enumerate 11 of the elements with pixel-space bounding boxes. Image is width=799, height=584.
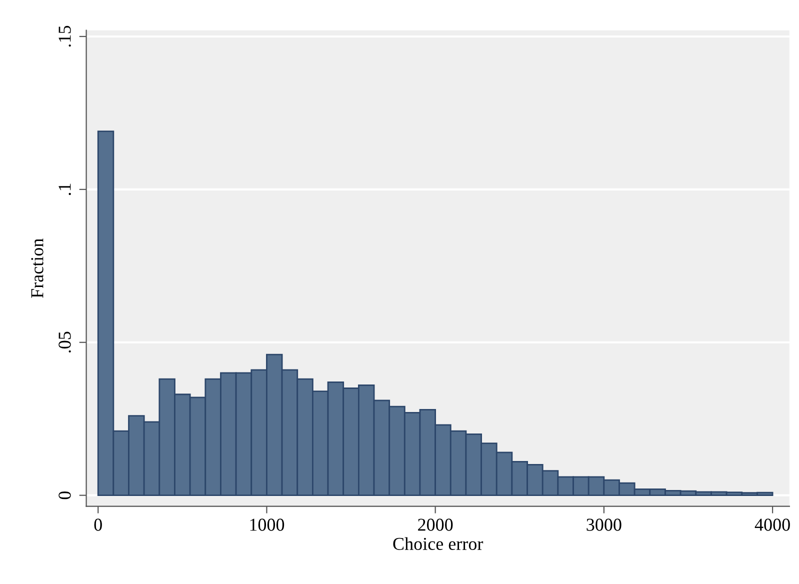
x-tick-label: 0 bbox=[94, 518, 102, 531]
y-axis-title: Fraction bbox=[31, 238, 44, 298]
x-tick-label: 4000 bbox=[754, 518, 790, 531]
x-axis-title: Choice error bbox=[393, 537, 484, 550]
y-tick-label: .15 bbox=[58, 26, 71, 47]
y-tick-label: .1 bbox=[58, 184, 71, 196]
y-tick-label: 0 bbox=[58, 491, 71, 500]
x-tick-label: 1000 bbox=[250, 518, 284, 531]
y-tick-label: .05 bbox=[58, 332, 71, 352]
x-tick-label: 2000 bbox=[418, 518, 453, 531]
x-tick-label: 3000 bbox=[586, 518, 622, 531]
